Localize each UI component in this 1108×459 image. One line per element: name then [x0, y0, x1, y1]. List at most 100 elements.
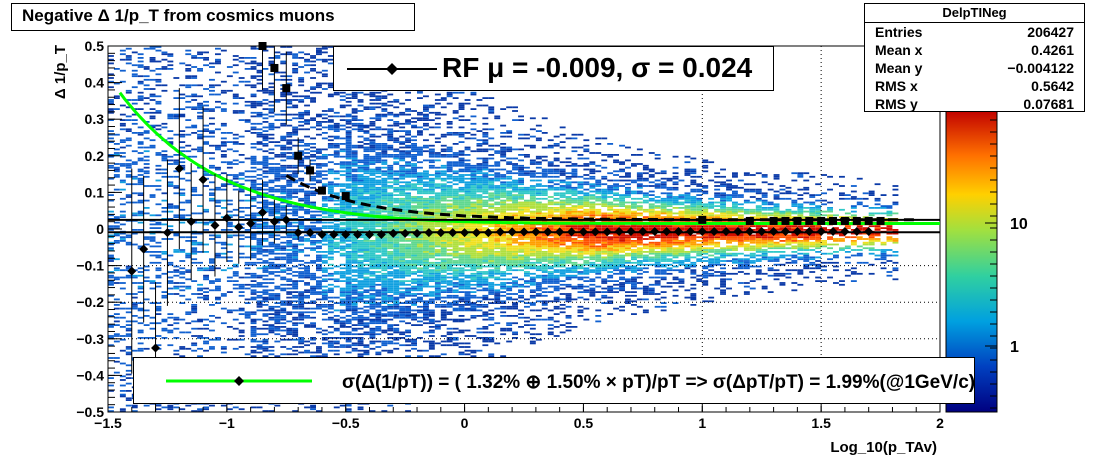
heatmap-cell	[369, 410, 376, 412]
heatmap-cell	[119, 216, 126, 218]
heatmap-cell	[191, 155, 198, 158]
heatmap-cell	[173, 274, 180, 277]
heatmap-cell	[250, 86, 257, 89]
heatmap-cell	[274, 163, 281, 165]
heatmap-cell	[108, 100, 114, 103]
heatmap-cell	[286, 256, 293, 259]
heatmap-cell	[256, 143, 263, 145]
heatmap-cell	[399, 174, 406, 176]
heatmap-cell	[452, 251, 459, 253]
heatmap-cell	[292, 128, 299, 131]
heatmap-cell	[375, 181, 382, 184]
heatmap-cell	[215, 267, 221, 270]
heatmap-cell	[137, 229, 144, 231]
heatmap-cell	[143, 309, 150, 312]
heatmap-cell	[304, 225, 310, 228]
heatmap-cell	[387, 315, 394, 317]
heatmap-cell	[321, 285, 328, 288]
heatmap-cell	[155, 254, 162, 257]
heatmap-cell	[226, 174, 233, 176]
heatmap-cell	[399, 247, 406, 250]
heatmap-cell	[458, 104, 465, 107]
heatmap-cell	[423, 172, 429, 175]
heatmap-cell	[446, 122, 453, 125]
heatmap-cell	[357, 406, 364, 409]
heatmap-cell	[345, 115, 352, 118]
heatmap-cell	[369, 240, 376, 242]
heatmap-cell	[345, 164, 352, 167]
heatmap-cell	[357, 135, 364, 138]
heatmap-cell	[440, 269, 447, 272]
heatmap-cell	[393, 271, 400, 273]
heatmap-cell	[345, 315, 352, 317]
heatmap-cell	[304, 196, 310, 198]
heatmap-cell	[191, 249, 198, 251]
heatmap-cell	[173, 186, 180, 189]
heatmap-cell	[417, 197, 423, 200]
heatmap-cell	[316, 133, 322, 136]
heatmap-cell	[125, 351, 132, 354]
heatmap-cell	[339, 104, 346, 107]
heatmap-cell	[417, 172, 423, 175]
heatmap-cell	[446, 192, 453, 195]
heatmap-cell	[226, 199, 233, 202]
heatmap-cell	[262, 183, 269, 186]
heatmap-cell	[137, 132, 144, 134]
heatmap-cell	[434, 249, 441, 251]
heatmap-cell	[310, 247, 316, 250]
heatmap-cell	[458, 329, 465, 332]
heatmap-cell	[351, 318, 358, 321]
heatmap-cell	[452, 155, 459, 158]
heatmap-cell	[381, 108, 388, 110]
heatmap-cell	[203, 349, 209, 352]
heatmap-cell	[440, 196, 447, 198]
heatmap-cell	[339, 252, 346, 255]
heatmap-cell	[316, 298, 322, 301]
heatmap-cell	[268, 168, 275, 171]
heatmap-cell	[304, 311, 310, 314]
heatmap-cell	[203, 294, 209, 297]
heatmap-cell	[458, 201, 465, 204]
heatmap-cell	[209, 188, 215, 191]
heatmap-cell	[155, 168, 162, 171]
heatmap-cell	[452, 172, 459, 175]
heatmap-cell	[440, 179, 447, 182]
heatmap-cell	[173, 265, 180, 268]
heatmap-cell	[434, 99, 441, 101]
heatmap-cell	[191, 132, 198, 134]
heatmap-cell	[215, 256, 221, 259]
heatmap-cell	[464, 137, 471, 140]
heatmap-cell	[417, 188, 423, 191]
heatmap-cell	[363, 199, 370, 202]
heatmap-cell	[411, 309, 417, 312]
heatmap-cell	[268, 278, 275, 281]
heatmap-cell	[310, 214, 316, 217]
heatmap-cell	[363, 201, 370, 204]
heatmap-cell	[399, 240, 406, 242]
heatmap-cell	[232, 338, 239, 341]
heatmap-cell	[339, 245, 346, 248]
heatmap-cell	[387, 304, 394, 306]
heatmap-cell	[262, 203, 269, 206]
heatmap-cell	[113, 360, 120, 363]
heatmap-cell	[321, 82, 328, 85]
heatmap-cell	[357, 229, 364, 231]
heatmap-cell	[333, 177, 340, 180]
heatmap-cell	[286, 249, 293, 251]
heatmap-cell	[274, 315, 281, 317]
heatmap-cell	[220, 322, 227, 325]
heatmap-cell	[405, 294, 411, 297]
heatmap-cell	[143, 97, 150, 99]
heatmap-cell	[345, 408, 352, 411]
heatmap-cell	[209, 261, 215, 264]
heatmap-cell	[369, 210, 376, 213]
heatmap-cell	[423, 302, 429, 304]
heatmap-cell	[381, 146, 388, 149]
heatmap-cell	[417, 258, 423, 261]
heatmap-cell	[125, 307, 132, 310]
heatmap-cell	[381, 276, 388, 279]
heatmap-cell	[345, 276, 352, 279]
heatmap-cell	[310, 55, 316, 57]
heatmap-cell	[179, 214, 186, 217]
heatmap-cell	[345, 185, 352, 187]
